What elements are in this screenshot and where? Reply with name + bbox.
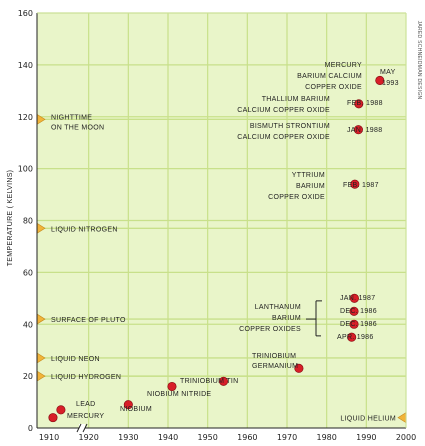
label-tbcco-2: CALCIUM COPPER OXIDE	[237, 107, 330, 114]
label-ybco-3: COPPER OXIDE	[268, 194, 325, 201]
data-point	[375, 75, 385, 85]
data-points	[48, 75, 385, 423]
x-tick-label: 1980	[316, 433, 336, 442]
label-hbcco-date-2: 1993	[382, 80, 399, 87]
label-tbcco-1: THALLIUM BARIUM	[262, 96, 330, 103]
reference-level: SURFACE OF PLUTO	[36, 313, 406, 325]
label-bscco-date: JAN. 1988	[347, 127, 382, 134]
label-lbco-date-2: DEC. 1986	[340, 308, 377, 315]
label-hbcco-2: BARIUM CALCIUM	[297, 73, 362, 80]
label-tbcco-date: FEB. 1988	[347, 100, 383, 107]
label-niobium-nitride: NIOBIUM NITRIDE	[147, 391, 211, 398]
data-point	[123, 400, 133, 410]
data-point	[350, 179, 360, 189]
data-point	[218, 376, 229, 386]
reference-label: LIQUID HELIUM	[340, 416, 396, 423]
label-bscco-2: CALCIUM COPPER OXIDE	[237, 134, 330, 141]
data-point	[347, 332, 357, 342]
y-tick-label: 100	[18, 165, 33, 174]
tick-labels: 0 20 40 60 80 100 120 140 160 1910 1920 1930 1940 195…	[18, 9, 416, 442]
label-niobium: NIOBIUM	[120, 406, 152, 413]
x-tick-label: 1910	[39, 433, 59, 442]
label-triniobium-ge-1: TRINIOBIUM	[252, 353, 296, 360]
label-ybco-1: YTTRIUM	[292, 172, 325, 179]
axes	[36, 12, 407, 433]
y-tick-label: 20	[23, 372, 33, 381]
label-ybco-date: FEB. 1987	[343, 182, 379, 189]
y-tick-label: 140	[18, 61, 33, 70]
label-lbco-date-4: APR. 1986	[337, 334, 374, 341]
credit-text: JARED SCHNEIDMAN DESIGN	[416, 21, 422, 100]
annotations: MERCURY LEAD NIOBIUM NIOBIUM NITRIDE TRI…	[67, 62, 399, 420]
data-point	[167, 381, 177, 392]
data-point	[48, 413, 58, 423]
label-lead: LEAD	[76, 401, 96, 408]
label-hbcco-1: MERCURY	[325, 62, 362, 69]
x-tick-label: 1930	[118, 433, 138, 442]
reference-label: NIGHTTIME	[51, 114, 92, 121]
y-tick-label: 0	[28, 424, 33, 433]
axis-break-mark	[76, 423, 82, 433]
connector-bracket	[315, 300, 322, 337]
x-tick-label: 1990	[356, 433, 376, 442]
axis-break-mark	[82, 423, 88, 433]
y-tick-label: 40	[23, 320, 33, 329]
data-point	[56, 405, 66, 415]
data-point	[294, 363, 304, 373]
reference-label: SURFACE OF PLUTO	[51, 317, 126, 324]
y-axis-label: TEMPERATURE ( KELVINS)	[7, 170, 14, 267]
label-lbco-1: LANTHANUM	[255, 304, 301, 311]
x-tick-label: 2000	[396, 433, 416, 442]
label-hbcco-date-1: MAY	[380, 69, 396, 76]
label-lbco-date-1: JAN. 1987	[340, 295, 375, 302]
x-tick-label: 1950	[197, 433, 217, 442]
data-point	[353, 125, 363, 135]
label-mercury: MERCURY	[67, 413, 104, 420]
axis-break	[79, 424, 85, 432]
data-point	[354, 99, 364, 109]
data-point	[349, 306, 359, 316]
y-tick-label: 160	[18, 9, 33, 18]
label-bscco-1: BISMUTH STRONTIUM	[250, 123, 330, 130]
reference-label: ON THE MOON	[51, 124, 104, 131]
data-point	[349, 293, 359, 303]
label-ybco-2: BARIUM	[296, 183, 325, 190]
x-tick-label: 1960	[237, 433, 257, 442]
reference-label: LIQUID HYDROGEN	[51, 374, 121, 381]
y-tick-label: 120	[18, 113, 33, 122]
label-hbcco-3: COPPER OXIDE	[305, 84, 362, 91]
label-triniobium-ge-2: GERMANIUM	[252, 363, 298, 370]
x-tick-label: 1940	[158, 433, 178, 442]
label-triniobium-tin: TRINIOBIUM TIN	[180, 378, 239, 385]
bracket-connectors	[306, 300, 322, 337]
x-tick-label: 1920	[78, 433, 98, 442]
reference-label: LIQUID NEON	[51, 356, 100, 363]
data-point	[349, 319, 359, 329]
label-lbco-3: COPPER OXIDES	[239, 326, 301, 333]
x-tick-label: 1970	[277, 433, 297, 442]
label-lbco-2: BARIUM	[272, 315, 301, 322]
reference-label: LIQUID NITROGEN	[51, 226, 118, 233]
y-tick-label: 60	[23, 268, 33, 277]
y-tick-label: 80	[23, 217, 33, 226]
label-lbco-date-3: DEC. 1986	[340, 321, 377, 328]
